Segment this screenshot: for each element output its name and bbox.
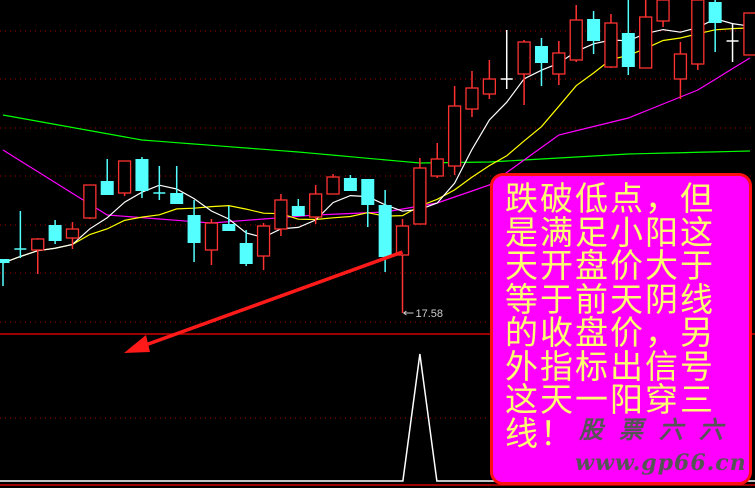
candle-body-down (343, 178, 357, 191)
candle-body-down (239, 243, 253, 264)
candle-body-down (621, 33, 635, 67)
candle-body-up (83, 184, 97, 219)
candle-body-up (656, 0, 670, 22)
candle-body-down (135, 159, 149, 191)
arrow-head-icon (124, 335, 150, 353)
candle-body-down (187, 215, 201, 243)
candle-body-up (569, 19, 583, 61)
candle-body-up (395, 225, 410, 256)
watermark-name: 股票六六 (579, 415, 739, 444)
candle-body-down (100, 181, 114, 195)
annotation-text: 跌破低点，但是满足小阳这天开盘价大于等于前天阴线的收盘价，另外指标出信号这天一阳… (505, 179, 715, 453)
candle-body-up (673, 53, 688, 80)
candle-body-up (413, 167, 427, 225)
candle-body-up (639, 16, 653, 69)
candle-body-down (534, 46, 548, 63)
low-price-label: 17.58 (416, 308, 444, 320)
candle-body-down (587, 19, 601, 41)
candle-body-down (222, 224, 236, 231)
ma-long2-line (2, 114, 750, 164)
candle-body-down (0, 259, 10, 263)
candle-body-up (326, 176, 340, 195)
candle-body-up (309, 193, 323, 218)
candle-body-up (482, 78, 497, 95)
candle-body-down (361, 179, 375, 205)
candle-body-up (31, 238, 45, 251)
candle-body-up (117, 160, 132, 194)
low-arrow-icon (403, 310, 414, 316)
candle-body-up (743, 12, 755, 56)
candle-body-down (291, 206, 305, 216)
annotation-arrow (139, 250, 404, 349)
candle-body-up (552, 52, 566, 75)
candle-body-up (65, 228, 80, 239)
candle-body-down (48, 225, 62, 241)
candle-body-up (517, 41, 531, 75)
candle-body-down (378, 205, 392, 257)
candle-body-up (430, 158, 444, 177)
candle-body-up (604, 22, 618, 68)
candle-body-up (447, 105, 462, 167)
watermark-url: www.gp66.cn (575, 450, 747, 476)
candle-body-up (204, 222, 219, 251)
candle-body-up (274, 199, 288, 230)
ma-long1-line (2, 57, 751, 224)
candle-body-up (256, 225, 271, 257)
annotation-box: 跌破低点，但是满足小阳这天开盘价大于等于前天阴线的收盘价，另外指标出信号这天一阳… (490, 173, 752, 485)
candle-body-down (170, 193, 184, 204)
candle-body-up (465, 87, 479, 110)
candle-body-down (708, 1, 722, 23)
candle-body-up (691, 0, 705, 65)
